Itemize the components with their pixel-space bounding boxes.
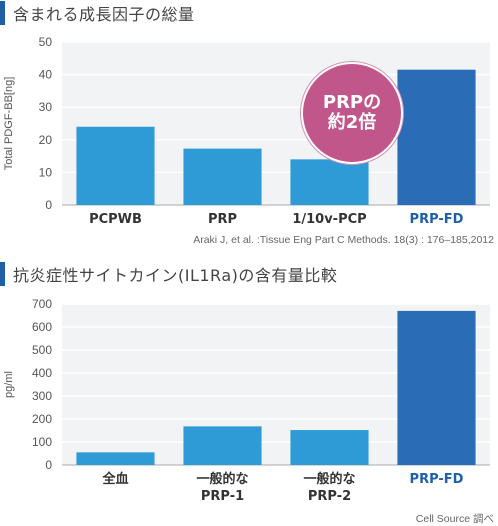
bar xyxy=(76,452,155,465)
y-tick-label: 20 xyxy=(39,133,53,147)
x-tick-label: PRP-FD xyxy=(410,472,464,487)
comparison-badge: PRPの 約2倍 xyxy=(301,62,403,164)
badge-line-1: PRPの xyxy=(322,92,382,114)
y-tick-label: 100 xyxy=(32,435,52,449)
bar xyxy=(183,426,262,465)
y-axis-label: pg/ml xyxy=(3,371,15,398)
y-tick-label: 0 xyxy=(45,458,52,472)
bar xyxy=(183,148,262,205)
y-tick-label: 50 xyxy=(39,35,53,49)
title-accent-bar xyxy=(0,1,5,25)
y-tick-label: 0 xyxy=(45,198,52,212)
y-tick-label: 30 xyxy=(39,100,53,114)
bar xyxy=(290,430,369,465)
source-citation: Araki J, et al. :Tissue Eng Part C Metho… xyxy=(193,234,494,246)
bar xyxy=(76,126,155,205)
x-tick-label: 全血 xyxy=(101,471,128,487)
pdgf-bar-chart: 0 10 20 30 40 50 Total PDGF-BB[ng] PCPWB PRP 1/10… xyxy=(3,35,490,227)
section-title-text: 含まれる成長因子の総量 xyxy=(13,5,195,24)
y-tick-label: 500 xyxy=(32,343,52,357)
x-tick-label: PCPWB xyxy=(89,212,142,227)
y-tick-label: 600 xyxy=(32,320,52,334)
source-note: Cell Source 調べ xyxy=(415,513,494,525)
y-tick-label: 10 xyxy=(39,165,53,179)
y-tick-label: 400 xyxy=(32,366,52,380)
title-accent-bar xyxy=(0,262,5,286)
x-tick-label: 一般的な xyxy=(303,471,355,487)
y-tick-label: 300 xyxy=(32,389,52,403)
bar xyxy=(397,310,476,465)
section-title-il1ra: 抗炎症性サイトカイン(IL1Ra)の含有量比較 xyxy=(0,262,337,286)
x-tick-label: PRP-FD xyxy=(410,212,464,227)
x-tick-label: PRP-2 xyxy=(308,489,351,504)
bar xyxy=(290,159,369,205)
y-tick-label: 200 xyxy=(32,412,52,426)
section-title-text: 抗炎症性サイトカイン(IL1Ra)の含有量比較 xyxy=(13,266,338,285)
bar xyxy=(397,69,476,206)
x-tick-label: 1/10v-PCP xyxy=(292,212,366,227)
y-axis-label: Total PDGF-BB[ng] xyxy=(3,77,15,171)
x-tick-label: PRP xyxy=(208,212,237,227)
x-tick-label: 一般的な xyxy=(196,471,248,487)
y-tick-label: 700 xyxy=(32,297,52,311)
section-title-growth-factors: 含まれる成長因子の総量 xyxy=(0,1,195,25)
il1ra-bar-chart: 0 100 200 300 400 500 600 700 pg/ml 全血 一般的な PRP-1 一般… xyxy=(3,297,490,504)
y-tick-label: 40 xyxy=(39,68,53,82)
x-tick-label: PRP-1 xyxy=(201,489,244,504)
badge-line-2: 約2倍 xyxy=(327,112,377,133)
